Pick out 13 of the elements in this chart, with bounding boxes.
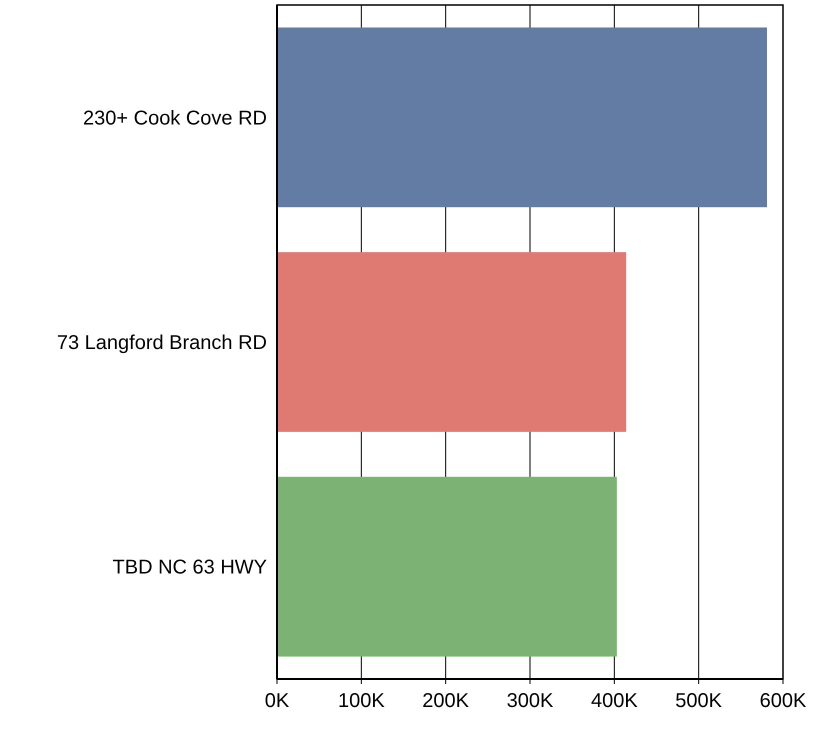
y-tick-label: TBD NC 63 HWY (112, 556, 267, 579)
y-tick-label: 73 Langford Branch RD (56, 332, 267, 354)
x-tick-label: 300K (506, 690, 554, 712)
bar (277, 476, 617, 657)
x-tick-label: 0K (264, 690, 290, 712)
x-tick-label: 400K (590, 690, 638, 712)
x-tick-label: 500K (675, 690, 723, 712)
x-tick-label: 600K (760, 690, 808, 712)
bar (277, 27, 767, 208)
y-tick-label: 230+ Cook Cove RD (83, 107, 267, 130)
bar (277, 252, 626, 432)
x-tick-label: 200K (422, 690, 470, 712)
x-tick-label: 100K (338, 690, 386, 712)
